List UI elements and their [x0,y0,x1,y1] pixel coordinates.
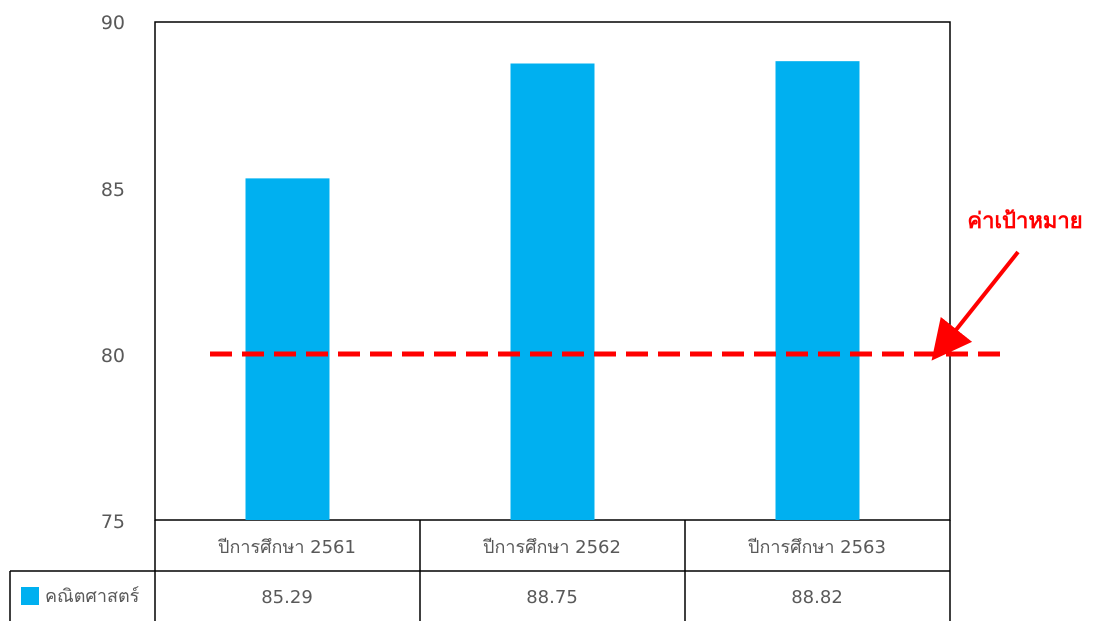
category-label: ปีการศึกษา 2561 [218,537,356,558]
target-label: ค่าเป้าหมาย [967,209,1082,234]
y-tick-label: 80 [101,345,125,367]
target-arrow [931,250,1020,361]
data-table: ปีการศึกษา 2561 ปีการศึกษา 2562 ปีการศึก… [9,520,951,621]
legend-series-label: คณิตศาสตร์ [45,586,140,607]
category-label: ปีการศึกษา 2562 [483,537,621,558]
category-label: ปีการศึกษา 2563 [748,537,886,558]
y-tick-label: 75 [101,511,125,533]
bar-group [245,61,860,521]
legend-swatch [21,587,39,605]
bar [510,63,595,520]
data-table-value: 88.82 [791,587,843,608]
data-table-value: 88.75 [526,587,578,608]
data-table-value: 85.29 [261,587,313,608]
y-tick-label: 90 [101,12,125,34]
y-tick-label: 85 [101,179,125,201]
bar [775,61,860,521]
bar [245,178,330,520]
